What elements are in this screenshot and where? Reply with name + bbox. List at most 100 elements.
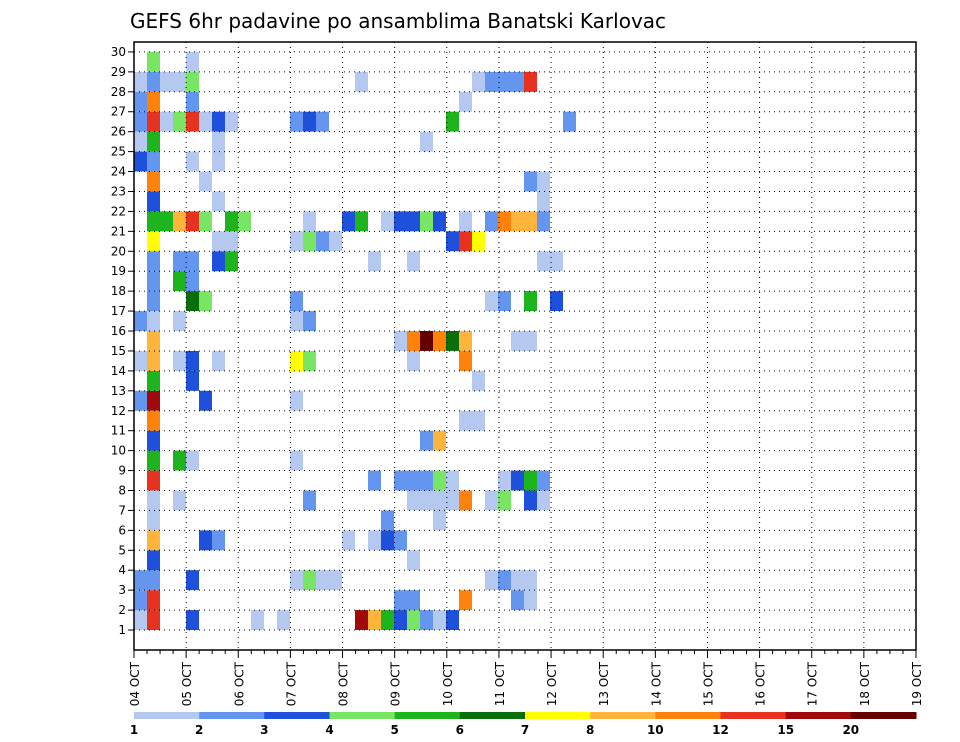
heatmap-cell	[173, 450, 186, 471]
heatmap-cell	[134, 151, 147, 172]
heatmap-cell	[212, 111, 225, 132]
heatmap-cell	[329, 570, 342, 591]
heatmap-cell	[498, 291, 511, 311]
x-tick-label: 14 OCT	[649, 661, 663, 706]
legend-swatch	[590, 712, 656, 719]
x-tick-label: 12 OCT	[545, 661, 559, 706]
y-tick-label: 6	[118, 523, 126, 537]
heatmap-cell	[433, 610, 446, 630]
heatmap-cell	[186, 351, 199, 371]
heatmap-cell	[225, 111, 238, 132]
heatmap-cell	[186, 450, 199, 471]
y-tick-label: 25	[111, 145, 126, 159]
heatmap-cell	[459, 91, 472, 112]
heatmap-cell	[186, 211, 199, 232]
x-tick-label: 17 OCT	[806, 661, 820, 706]
heatmap-cell	[212, 151, 225, 172]
heatmap-cell	[290, 450, 303, 471]
heatmap-cell	[199, 111, 212, 132]
heatmap-cell	[459, 410, 472, 431]
heatmap-cell	[446, 231, 459, 252]
heatmap-cell	[355, 211, 368, 232]
heatmap-cell	[147, 470, 160, 491]
heatmap-cell	[147, 271, 160, 292]
heatmap-cell	[459, 590, 472, 611]
y-tick-label: 22	[111, 204, 126, 218]
heatmap-cell	[147, 111, 160, 132]
heatmap-cell	[147, 251, 160, 272]
heatmap-cell	[290, 231, 303, 252]
heatmap-cell	[225, 231, 238, 252]
x-tick-label: 16 OCT	[754, 661, 768, 706]
y-tick-label: 20	[111, 244, 126, 258]
heatmap-cell	[550, 251, 563, 272]
heatmap-cell	[173, 490, 186, 511]
heatmap-cell	[329, 231, 342, 252]
heatmap-cell	[537, 490, 550, 511]
heatmap-cell	[186, 291, 199, 311]
heatmap-cell	[186, 610, 199, 630]
heatmap-cell	[394, 211, 407, 232]
heatmap-cell	[394, 590, 407, 611]
heatmap-cell	[147, 530, 160, 551]
heatmap-cell	[147, 51, 160, 72]
y-tick-label: 14	[111, 364, 126, 378]
legend-swatch	[394, 712, 461, 719]
heatmap-cell	[225, 211, 238, 232]
x-tick-label: 19 OCT	[910, 661, 924, 706]
heatmap-cell	[524, 211, 537, 232]
heatmap-cell	[524, 331, 537, 351]
heatmap-cell	[212, 231, 225, 252]
y-tick-label: 5	[118, 543, 126, 557]
grid-lines	[134, 42, 916, 650]
heatmap-cell	[186, 251, 199, 272]
heatmap-cell	[199, 171, 212, 192]
heatmap-cell	[407, 610, 420, 630]
heatmap-cell	[472, 71, 485, 92]
heatmap-cell	[407, 490, 420, 511]
heatmap-cell	[511, 590, 524, 611]
heatmap-cell	[498, 570, 511, 591]
heatmap-cell	[147, 231, 160, 252]
heatmap-cell	[407, 470, 420, 491]
x-tick-label: 07 OCT	[284, 661, 298, 706]
heatmap-cell	[199, 390, 212, 411]
heatmap-cell	[524, 590, 537, 611]
heatmap-cell	[433, 211, 446, 232]
y-tick-label: 26	[111, 125, 126, 139]
heatmap-cell	[446, 470, 459, 491]
heatmap-cell	[212, 251, 225, 272]
heatmap-cell	[147, 351, 160, 371]
heatmap-cell	[420, 490, 433, 511]
legend-label: 6	[456, 723, 464, 737]
heatmap-cell	[147, 410, 160, 431]
heatmap-cell	[446, 610, 459, 630]
heatmap-cell	[212, 351, 225, 371]
color-legend: 1 2 3 4 5 6 7 8 10 12 15 20	[130, 712, 917, 737]
heatmap-cell	[485, 490, 498, 511]
x-tick-label: 09 OCT	[389, 661, 403, 706]
heatmap-cell	[498, 71, 511, 92]
legend-label: 12	[712, 723, 729, 737]
heatmap-cell	[147, 370, 160, 391]
heatmap-cell	[459, 490, 472, 511]
heatmap-cell	[238, 211, 251, 232]
legend-label: 4	[325, 723, 333, 737]
heatmap-cell	[459, 231, 472, 252]
y-tick-label: 10	[111, 444, 126, 458]
heatmap-cell	[511, 570, 524, 591]
heatmap-cell	[147, 610, 160, 630]
heatmap-cell	[199, 291, 212, 311]
heatmap-cell	[381, 510, 394, 531]
heatmap-cell	[147, 590, 160, 611]
heatmap-cell	[160, 111, 173, 132]
heatmap-cell	[537, 191, 550, 212]
heatmap-cell	[420, 211, 433, 232]
heatmap-cell	[147, 71, 160, 92]
heatmap-cell	[290, 291, 303, 311]
heatmap-cell	[173, 271, 186, 292]
y-tick-label: 15	[111, 344, 126, 358]
heatmap-cell	[511, 71, 524, 92]
heatmap-cell	[433, 490, 446, 511]
heatmap-cell	[186, 570, 199, 591]
